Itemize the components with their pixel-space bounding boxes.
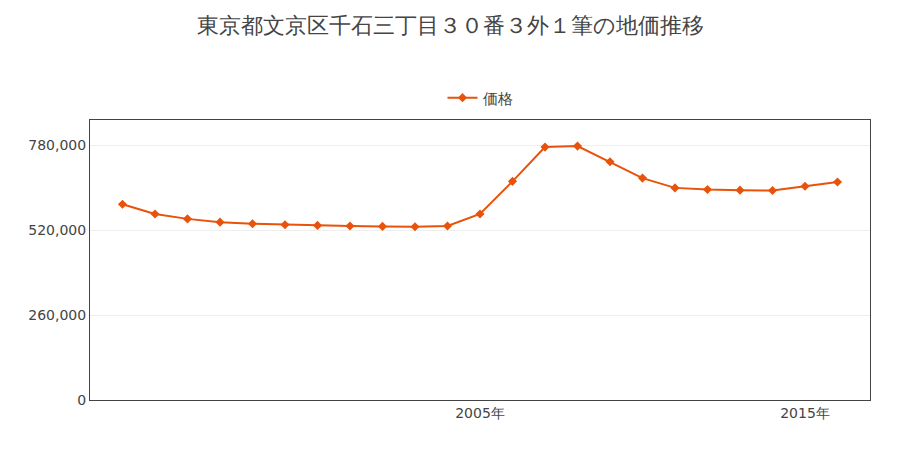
svg-text:2015年: 2015年: [780, 405, 830, 421]
svg-text:0: 0: [77, 392, 86, 408]
svg-text:520,000: 520,000: [28, 222, 86, 238]
svg-text:東京都文京区千石三丁目３０番３外１筆の地価推移: 東京都文京区千石三丁目３０番３外１筆の地価推移: [197, 13, 704, 38]
svg-text:価格: 価格: [483, 90, 513, 108]
svg-text:2005年: 2005年: [455, 405, 505, 421]
svg-text:260,000: 260,000: [28, 307, 86, 323]
svg-text:780,000: 780,000: [28, 137, 86, 153]
